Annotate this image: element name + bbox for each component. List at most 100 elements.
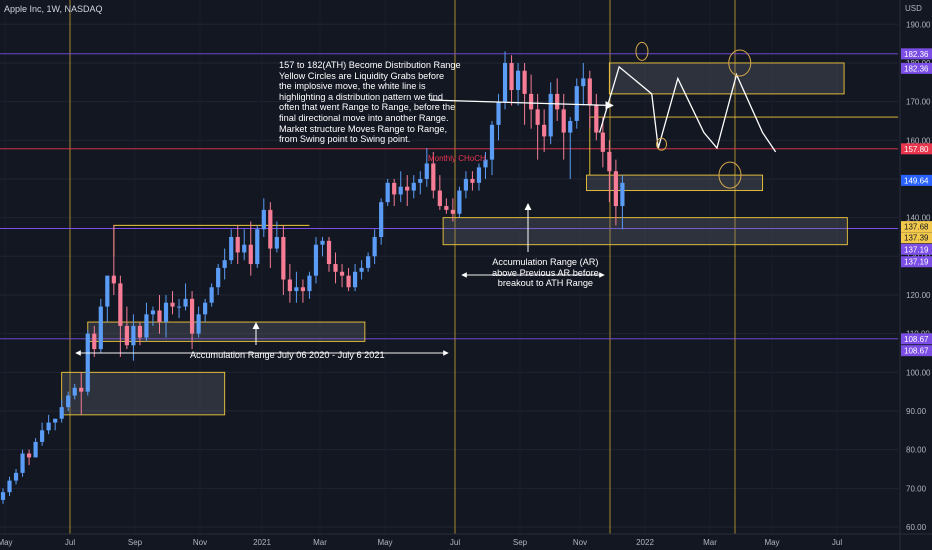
accumulation-range-ar-note: Accumulation Range (AR) above Previous A…: [492, 257, 599, 289]
candle-body: [437, 190, 442, 207]
candle-body: [137, 325, 143, 338]
candle-body: [470, 178, 475, 183]
candle-body: [326, 240, 332, 265]
candle-body: [183, 298, 188, 307]
candle-body: [346, 275, 351, 288]
price-tag-label: 137.19: [904, 258, 929, 267]
candle-body: [40, 430, 45, 442]
candle-body: [561, 109, 566, 133]
range-zone: [608, 62, 845, 95]
candle-body: [53, 418, 58, 423]
price-tag-label: 182.36: [904, 50, 929, 59]
x-tick-label: Mar: [313, 538, 327, 547]
candle-body: [555, 93, 560, 110]
candle-body: [398, 186, 403, 195]
x-tick-label: Jul: [832, 538, 842, 547]
candle-body: [620, 182, 625, 207]
range-zone: [442, 217, 848, 246]
candle-body: [424, 163, 429, 179]
price-tag: [901, 221, 932, 233]
price-tag-label: 108.67: [904, 347, 929, 356]
x-tick-label: Sep: [128, 538, 143, 547]
candle-body: [105, 275, 110, 307]
price-tag: [901, 345, 932, 357]
range-outline: [589, 116, 898, 176]
note-line: highlighting a distribution pattern we f…: [279, 91, 443, 102]
candle-body: [229, 236, 234, 261]
y-tick-label: 190.00: [906, 20, 931, 29]
candle-body: [13, 472, 19, 481]
candle-body: [574, 86, 579, 121]
note-line: the implosive move, the white line is: [279, 81, 426, 92]
candle-body: [385, 182, 390, 203]
currency-label: USD: [905, 4, 922, 13]
x-tick-label: Nov: [573, 538, 587, 547]
note-line: Market structure Moves Range to Range,: [279, 123, 448, 134]
candle-body: [196, 314, 201, 334]
candle-body: [157, 310, 162, 323]
candle-body: [170, 302, 175, 307]
candle-body: [339, 271, 345, 276]
distribution-pattern-line: [598, 65, 777, 153]
candle-body: [144, 314, 149, 338]
candle-body: [529, 93, 534, 110]
candle-body: [300, 287, 306, 292]
y-tick-label: 70.00: [906, 484, 927, 493]
candle-body: [320, 240, 325, 245]
price-tag-label: 108.67: [904, 335, 929, 344]
price-tag: [901, 62, 932, 74]
x-tick-label: May: [764, 538, 779, 547]
x-tick-label: May: [0, 538, 13, 547]
candle-body: [535, 109, 540, 125]
x-tick-label: Jul: [450, 538, 460, 547]
candle-body: [509, 62, 514, 91]
candle-body: [235, 236, 240, 253]
candle-body: [463, 178, 469, 191]
candle-body: [522, 70, 527, 94]
price-tag: [901, 333, 932, 345]
candle-body: [411, 182, 416, 191]
candle-body: [26, 453, 32, 458]
candle-body: [118, 283, 123, 326]
note-line: above Previous AR before: [492, 267, 599, 278]
candle-body: [66, 395, 71, 408]
candle-body: [568, 120, 573, 133]
candle-body: [542, 124, 547, 137]
candle-body: [189, 298, 195, 334]
note-line: final directional move into another Rang…: [279, 112, 449, 123]
monthly-choch-label: Monthly CHoCH: [428, 154, 486, 163]
note-line: Yellow Circles are Liquidity Grabs befor…: [279, 70, 445, 81]
candle-body: [7, 480, 12, 493]
symbol-title: Apple Inc, 1W, NASDAQ: [4, 4, 103, 14]
candle-body: [203, 302, 208, 315]
candle-body: [124, 325, 129, 346]
candle-body: [222, 260, 227, 268]
candle-body: [352, 271, 358, 288]
price-tag-label: 137.19: [904, 245, 929, 254]
price-tag: [901, 232, 932, 244]
candle-body: [294, 287, 299, 292]
price-tag-label: 149.64: [904, 176, 929, 185]
candle-body: [261, 209, 266, 230]
price-tag: [901, 143, 932, 155]
note-line: often that went Range to Range, before t…: [279, 102, 456, 113]
candle-body: [98, 306, 103, 350]
y-tick-label: 90.00: [906, 407, 927, 416]
candle-body: [366, 256, 371, 268]
accumulation-range-dates-note: Accumulation Range July 06 2020 - July 6…: [190, 350, 385, 360]
candle-body: [287, 279, 292, 292]
candle-body: [450, 209, 455, 214]
candle-body: [431, 163, 436, 191]
price-tag-label: 137.39: [904, 234, 929, 243]
candle-body: [489, 124, 495, 160]
x-tick-label: 2021: [253, 538, 271, 547]
candle-body: [392, 182, 397, 195]
candle-body: [496, 101, 501, 125]
candle-body: [163, 302, 169, 323]
candle-body: [20, 453, 25, 473]
candle-body: [0, 492, 6, 500]
candle-body: [176, 306, 182, 308]
note-line: from Swing point to Swing point.: [279, 134, 411, 145]
y-tick-label: 60.00: [906, 523, 927, 532]
candle-body: [587, 78, 592, 106]
